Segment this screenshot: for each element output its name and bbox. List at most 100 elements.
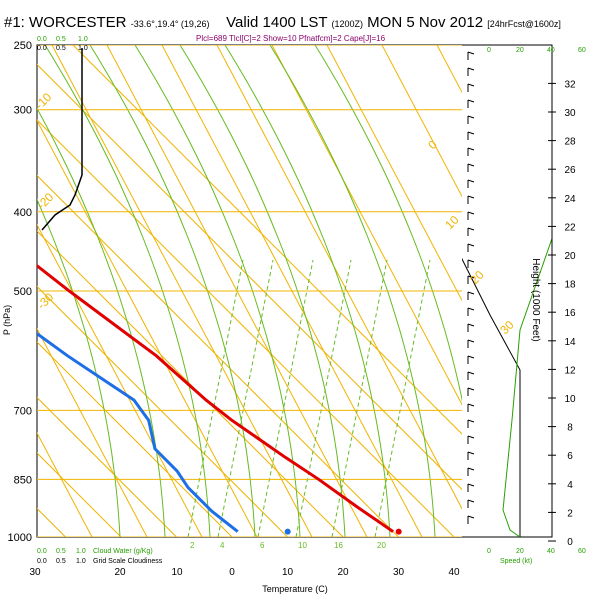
speed-axis-title: Speed (kt) <box>500 558 532 565</box>
isotherm-line <box>37 396 177 537</box>
wind-barb-flag <box>467 483 475 487</box>
wind-barb-flag <box>467 83 475 87</box>
height-tick-label: 18 <box>564 280 576 291</box>
wind-barb-flag <box>467 67 475 71</box>
wind-barb-flag <box>467 387 475 391</box>
cloud-water-label: Cloud Water (g/Kg) <box>93 548 153 555</box>
speed-bottom-60: 60 <box>578 548 586 555</box>
sounding-lines <box>37 263 402 535</box>
mixing-ratio-line <box>374 259 431 537</box>
bottom-scale-05-green: 0.5 <box>56 548 66 555</box>
top-scale-05-green: 0.5 <box>56 36 66 43</box>
wind-barb-flag <box>467 179 475 183</box>
speed-bottom-0: 0 <box>487 548 491 555</box>
wind-barb-flag <box>467 291 475 295</box>
mixing-ratio-label: 10 <box>298 541 307 550</box>
pressure-tick-label: 250 <box>14 40 32 52</box>
temperature-line <box>37 263 394 533</box>
surface-temperature-point <box>395 528 402 535</box>
pressure-tick-label: 300 <box>14 105 32 117</box>
height-tick-label: 8 <box>567 423 573 434</box>
height-tick-label: 14 <box>564 337 576 348</box>
x-axis-title: Temperature (C) <box>262 584 328 594</box>
station-name: #1: WORCESTER <box>4 14 127 31</box>
y-axis-title: P (hPa) <box>2 305 12 335</box>
dry-adiabat-line <box>381 45 462 198</box>
mixing-ratio-line <box>295 259 352 537</box>
wind-barb-flag <box>467 131 475 135</box>
left-scale-label-10: 10 <box>171 567 183 578</box>
stability-indices: Plcl=689 Tlcl[C]=2 Show=10 Pfnatfcm]=2 C… <box>196 34 386 43</box>
isotherm-line <box>37 341 233 537</box>
bottom-scale-0: 0.0 <box>37 558 47 565</box>
wind-barb-flag <box>467 435 475 439</box>
isotherm-line <box>37 452 122 537</box>
wind-barb-flag <box>467 147 475 151</box>
height-axis-title: Height (1000 Feet) <box>530 258 541 341</box>
mixing-ratio-line <box>217 259 274 537</box>
height-tick-label: 10 <box>564 394 576 405</box>
wind-barb-flag <box>467 355 475 359</box>
speed-top-60: 60 <box>578 47 586 54</box>
isotherm-label: -10 <box>32 90 54 112</box>
wind-barb-flag <box>467 451 475 455</box>
height-tick-label: 32 <box>564 79 576 90</box>
station-coords: -33.6°,19.4° (19,26) <box>130 19 210 29</box>
wind-speed-envelope <box>462 257 521 537</box>
top-scale-1: 1.0 <box>78 45 88 52</box>
mixing-ratio-line <box>331 259 388 537</box>
dry-adiabat-line <box>37 431 93 537</box>
isotherm-label: -20 <box>34 190 56 212</box>
height-tick-label: 4 <box>567 480 573 491</box>
forecast-date: MON 5 Nov 2012 <box>367 14 484 31</box>
dry-adiabat-line <box>37 327 148 537</box>
height-tick-label: 24 <box>564 194 576 205</box>
height-tick-label: 20 <box>564 251 576 262</box>
wind-barb-flag <box>467 499 475 503</box>
top-scale-0-green: 0.0 <box>37 36 47 43</box>
height-tick-label: 2 <box>567 508 573 519</box>
temperature-tick-label: 30 <box>393 567 405 578</box>
wind-barb-flag <box>467 243 475 247</box>
wind-barb-flag <box>467 259 475 263</box>
speed-top-0: 0 <box>487 47 491 54</box>
wind-barb-flag <box>467 51 475 55</box>
pressure-tick-label: 850 <box>14 474 32 486</box>
pressure-tick-label: 1000 <box>8 532 32 544</box>
wind-barb-flag <box>467 419 475 423</box>
mixing-ratio-label: 16 <box>334 541 343 550</box>
valid-time: Valid 1400 LST <box>226 14 328 31</box>
wind-barb-flag <box>467 99 475 103</box>
isotherm-label: 20 <box>467 268 487 288</box>
wind-barb-flag <box>467 323 475 327</box>
height-tick-label: 30 <box>564 108 576 119</box>
wind-barb-flag <box>467 163 475 167</box>
temperature-tick-label: 10 <box>282 567 294 578</box>
skewt-grid <box>0 45 462 537</box>
chart-title: #1: WORCESTER -33.6°,19.4° (19,26) Valid… <box>4 14 561 31</box>
mixing-ratio-label: 20 <box>377 541 386 550</box>
height-tick-label: 12 <box>564 365 576 376</box>
wind-barb-flag <box>467 307 475 311</box>
height-tick-label: 6 <box>567 451 573 462</box>
bottom-scale-0-green: 0.0 <box>37 548 47 555</box>
bottom-scale-05: 0.5 <box>56 558 66 565</box>
pressure-tick-label: 500 <box>14 286 32 298</box>
wind-barb-flag <box>467 227 475 231</box>
utc-time: (1200Z) <box>331 19 363 29</box>
height-tick-label: 28 <box>564 137 576 148</box>
wind-barb-flag <box>467 211 475 215</box>
mixing-ratio-line <box>257 259 314 537</box>
temperature-tick-label: 40 <box>448 567 460 578</box>
mixing-ratio-label: 2 <box>190 541 195 550</box>
wind-panel <box>462 51 552 537</box>
top-scale-05: 0.5 <box>56 45 66 52</box>
wind-barb-flag <box>467 371 475 375</box>
height-tick-label: 22 <box>564 222 576 233</box>
height-tick-label: 26 <box>564 165 576 176</box>
speed-top-20: 20 <box>516 47 524 54</box>
wind-barb-flag <box>467 195 475 199</box>
surface-dewpoint-point <box>284 528 291 535</box>
isotherm-line <box>0 45 10 537</box>
speed-top-40: 40 <box>547 47 555 54</box>
